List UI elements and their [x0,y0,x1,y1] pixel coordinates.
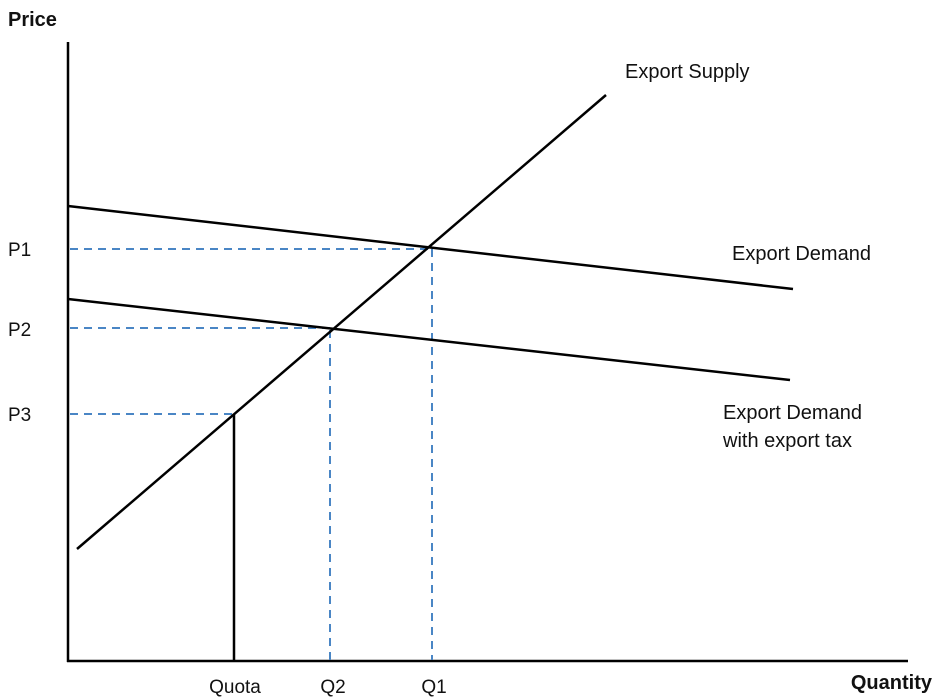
export-demand-curve [67,204,794,291]
export-demand-tax-label-line1: Export Demand [723,402,862,424]
quantity-label-q1: Q1 [421,677,446,698]
quantity-label-q2: Q2 [320,677,345,698]
guide-lines [70,248,433,660]
y-axis-title: Price [8,9,57,31]
export-demand-tax-label-line2: with export tax [722,430,852,452]
export-demand-label: Export Demand [732,243,871,265]
price-label-p3: P3 [8,405,31,426]
export-demand-tax-curve [67,297,791,382]
price-label-p1: P1 [8,240,31,261]
price-label-p2: P2 [8,320,31,341]
export-supply-label: Export Supply [625,61,750,83]
quantity-label-quota: Quota [209,677,261,698]
export-supply-curve [76,94,607,550]
x-axis-title: Quantity [851,672,933,694]
